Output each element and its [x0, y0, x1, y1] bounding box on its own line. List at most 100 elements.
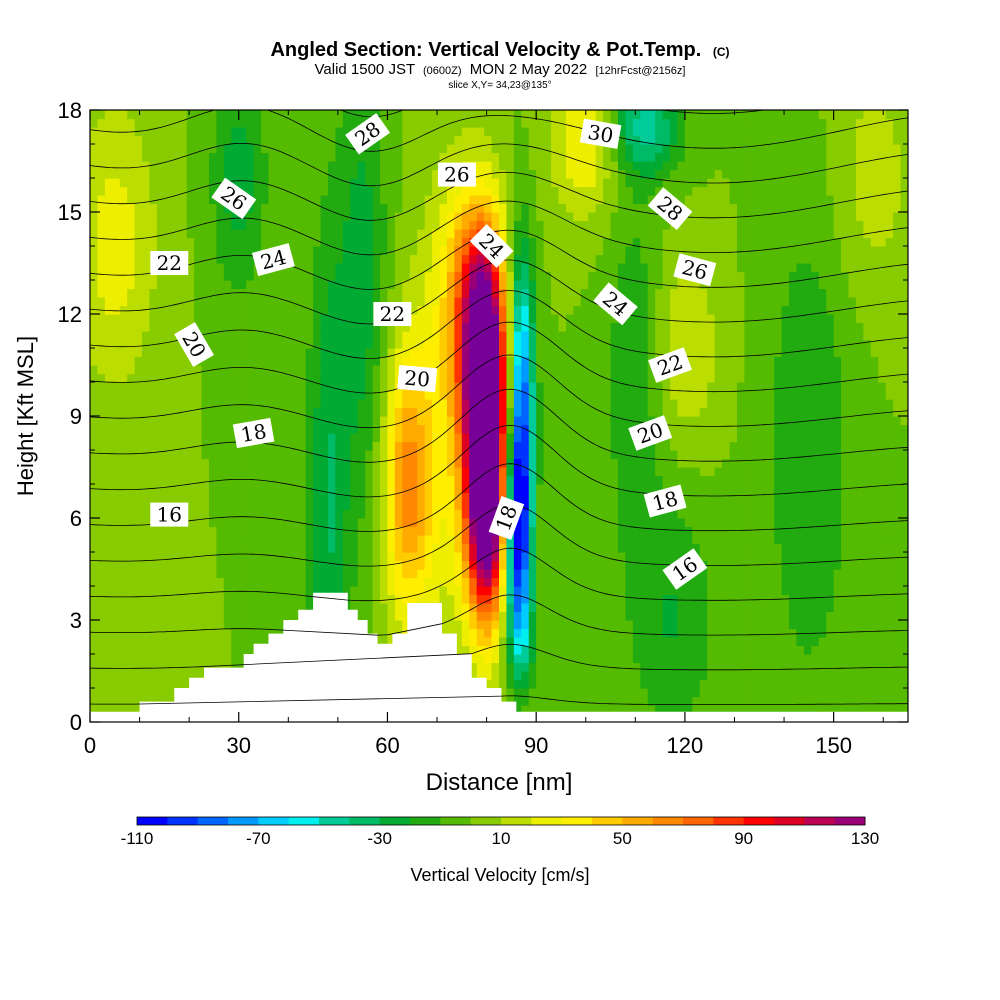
velocity-cell [543, 348, 552, 358]
velocity-cell [491, 569, 500, 579]
velocity-cell [521, 501, 530, 511]
velocity-cell [446, 484, 455, 494]
velocity-cell [268, 229, 277, 239]
velocity-cell [186, 611, 195, 621]
velocity-cell [253, 390, 262, 400]
velocity-cell [424, 467, 433, 477]
velocity-cell [394, 399, 403, 409]
velocity-cell [484, 212, 493, 222]
velocity-cell [372, 280, 381, 290]
velocity-cell [536, 560, 545, 570]
velocity-cell [216, 305, 225, 315]
velocity-cell [246, 577, 255, 587]
velocity-cell [513, 518, 522, 528]
velocity-cell [134, 492, 143, 502]
velocity-cell [394, 212, 403, 222]
velocity-cell [290, 509, 299, 519]
velocity-cell [424, 535, 433, 545]
velocity-cell [313, 458, 322, 468]
velocity-cell [521, 654, 530, 664]
velocity-cell [484, 322, 493, 332]
velocity-cell [387, 263, 396, 273]
velocity-cell [90, 569, 99, 579]
velocity-cell [261, 229, 270, 239]
velocity-cell [342, 297, 351, 307]
velocity-cell [290, 135, 299, 145]
velocity-cell [387, 509, 396, 519]
velocity-cell [372, 390, 381, 400]
velocity-cell [261, 450, 270, 460]
velocity-cell [149, 237, 158, 247]
velocity-cell [97, 594, 106, 604]
velocity-cell [194, 475, 203, 485]
velocity-cell [179, 348, 188, 358]
velocity-cell [588, 688, 597, 698]
velocity-cell [335, 526, 344, 536]
velocity-cell [476, 518, 485, 528]
velocity-cell [90, 288, 99, 298]
velocity-cell [506, 365, 515, 375]
velocity-cell [365, 475, 374, 485]
velocity-cell [380, 118, 389, 128]
velocity-cell [149, 535, 158, 545]
velocity-cell [551, 135, 560, 145]
velocity-cell [305, 518, 314, 528]
velocity-cell [90, 254, 99, 264]
velocity-cell [275, 475, 284, 485]
velocity-cell [283, 552, 292, 562]
velocity-cell [536, 492, 545, 502]
velocity-cell [216, 280, 225, 290]
velocity-cell [461, 382, 470, 392]
velocity-cell [551, 586, 560, 596]
velocity-cell [543, 535, 552, 545]
velocity-cell [499, 433, 508, 443]
velocity-cell [595, 186, 604, 196]
velocity-cell [305, 509, 314, 519]
velocity-cell [171, 314, 180, 324]
velocity-cell [320, 322, 329, 332]
velocity-cell [142, 518, 151, 528]
velocity-cell [439, 152, 448, 162]
velocity-cell [127, 237, 136, 247]
velocity-cell [171, 620, 180, 630]
velocity-cell [417, 535, 426, 545]
velocity-cell [513, 654, 522, 664]
velocity-cell [238, 220, 247, 230]
velocity-cell [380, 586, 389, 596]
velocity-cell [156, 144, 165, 154]
velocity-cell [491, 280, 500, 290]
velocity-cell [119, 535, 128, 545]
velocity-cell [127, 280, 136, 290]
velocity-cell [573, 679, 582, 689]
velocity-cell [90, 620, 99, 630]
velocity-cell [417, 526, 426, 536]
velocity-cell [201, 603, 210, 613]
velocity-cell [402, 237, 411, 247]
velocity-cell [365, 560, 374, 570]
velocity-cell [201, 314, 210, 324]
velocity-cell [112, 169, 121, 179]
velocity-cell [335, 509, 344, 519]
velocity-cell [342, 569, 351, 579]
velocity-cell [565, 492, 574, 502]
velocity-cell [536, 127, 545, 137]
velocity-cell [223, 135, 232, 145]
velocity-cell [90, 577, 99, 587]
velocity-cell [439, 484, 448, 494]
velocity-cell [320, 475, 329, 485]
velocity-cell [171, 645, 180, 655]
velocity-cell [231, 135, 240, 145]
velocity-cell [149, 127, 158, 137]
velocity-cell [127, 705, 136, 715]
velocity-cell [484, 441, 493, 451]
velocity-cell [305, 135, 314, 145]
velocity-cell [149, 399, 158, 409]
velocity-cell [186, 161, 195, 171]
velocity-cell [268, 373, 277, 383]
velocity-cell [127, 144, 136, 154]
velocity-cell [134, 594, 143, 604]
velocity-cell [588, 450, 597, 460]
velocity-cell [506, 475, 515, 485]
velocity-cell [134, 263, 143, 273]
velocity-cell [298, 297, 307, 307]
